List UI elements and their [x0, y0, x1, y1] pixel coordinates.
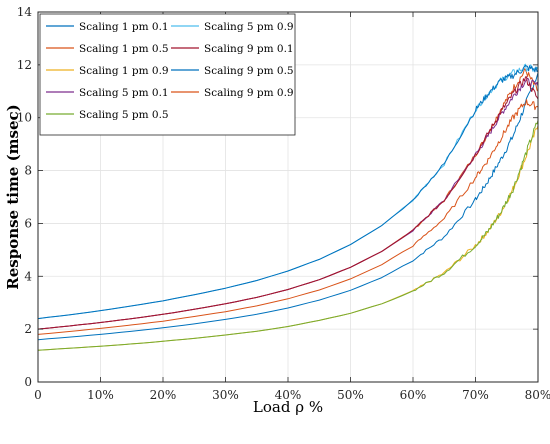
- legend-label: Scaling 9 pm 0.5: [204, 65, 294, 77]
- x-tick-labels: 0 10% 20% 30% 40% 50% 60% 70% 80%: [34, 388, 550, 402]
- y-tick-label: 8: [24, 164, 32, 178]
- y-tick-label: 0: [24, 375, 32, 389]
- y-tick-label: 12: [17, 58, 32, 72]
- y-tick-label: 4: [24, 269, 32, 283]
- legend-label: Scaling 1 pm 0.1: [79, 21, 169, 33]
- x-tick-label: 20%: [150, 388, 177, 402]
- legend-label: Scaling 9 pm 0.1: [204, 43, 294, 55]
- x-tick-label: 10%: [87, 388, 114, 402]
- x-tick-label: 30%: [212, 388, 239, 402]
- y-tick-label: 14: [17, 5, 33, 19]
- series-line-7: [37, 76, 539, 330]
- y-tick-label: 10: [17, 111, 32, 125]
- series-lines: [37, 63, 539, 351]
- x-tick-label: 0: [34, 388, 42, 402]
- series-line-8: [37, 65, 539, 320]
- legend: Scaling 1 pm 0.1 Scaling 1 pm 0.5 Scaling …: [39, 13, 296, 136]
- x-tick-label: 70%: [462, 388, 489, 402]
- legend-box: [39, 13, 296, 136]
- series-line-1: [37, 72, 539, 341]
- y-tick-labels: 0 2 4 6 8 10 12 14: [17, 5, 33, 389]
- legend-label: Scaling 5 pm 0.1: [79, 87, 169, 99]
- legend-label: Scaling 1 pm 0.9: [79, 65, 169, 77]
- x-tick-label: 60%: [400, 388, 427, 402]
- y-tick-label: 2: [24, 322, 32, 336]
- series-line-9: [37, 99, 539, 335]
- legend-label: Scaling 5 pm 0.5: [79, 109, 169, 121]
- x-tick-label: 40%: [275, 388, 302, 402]
- y-tick-label: 6: [24, 216, 32, 230]
- legend-label: Scaling 5 pm 0.9: [204, 21, 294, 33]
- x-tick-label: 50%: [337, 388, 364, 402]
- series-line-5: [37, 120, 539, 351]
- x-axis-label: Load ρ %: [253, 398, 323, 416]
- y-axis-label: Response time (msec): [4, 104, 22, 290]
- legend-label: Scaling 9 pm 0.9: [204, 87, 294, 99]
- x-tick-label: 80%: [525, 388, 550, 402]
- legend-label: Scaling 1 pm 0.5: [79, 43, 169, 55]
